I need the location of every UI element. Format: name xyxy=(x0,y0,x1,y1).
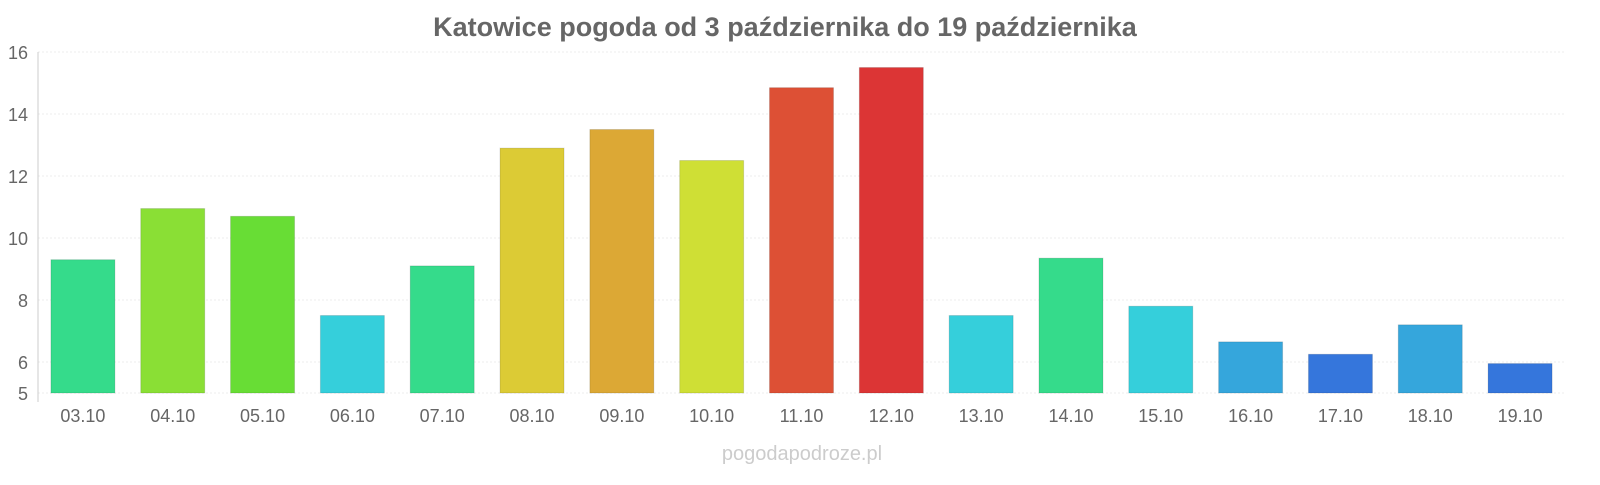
x-tick-label: 15.10 xyxy=(1138,406,1183,426)
y-tick-label: 14 xyxy=(8,105,28,125)
x-tick-label: 19.10 xyxy=(1498,406,1543,426)
x-tick-label: 14.10 xyxy=(1048,406,1093,426)
footer-watermark: pogodapodroze.pl xyxy=(722,443,882,465)
x-tick-label: 06.10 xyxy=(330,406,375,426)
x-tick-label: 11.10 xyxy=(780,406,824,426)
bar-19.10[interactable] xyxy=(1487,363,1553,394)
bar-14.10[interactable] xyxy=(1038,257,1104,394)
bar-18.10[interactable] xyxy=(1397,324,1463,394)
y-tick-label: 12 xyxy=(8,167,28,187)
bar-04.10[interactable] xyxy=(140,208,206,394)
x-tick-label: 10.10 xyxy=(689,406,734,426)
bar-03.10[interactable] xyxy=(50,259,116,394)
bar-17.10[interactable] xyxy=(1307,353,1373,394)
bar-11.10[interactable] xyxy=(769,87,834,394)
bar-13.10[interactable] xyxy=(948,315,1014,394)
y-tick-label: 10 xyxy=(8,229,28,249)
y-tick-label: 5 xyxy=(18,384,28,404)
x-tick-label: 12.10 xyxy=(869,406,914,426)
x-tick-label: 05.10 xyxy=(240,406,285,426)
bar-16.10[interactable] xyxy=(1218,341,1284,394)
bar-08.10[interactable] xyxy=(499,147,565,394)
bar-10.10[interactable] xyxy=(679,160,745,394)
bar-05.10[interactable] xyxy=(230,215,296,394)
x-tick-label: 13.10 xyxy=(959,406,1004,426)
bar-15.10[interactable] xyxy=(1128,305,1194,394)
y-tick-label: 6 xyxy=(18,353,28,373)
x-tick-label: 03.10 xyxy=(60,406,105,426)
x-tick-label: 07.10 xyxy=(420,406,465,426)
bar-06.10[interactable] xyxy=(319,315,385,394)
x-tick-label: 16.10 xyxy=(1228,406,1273,426)
x-tick-label: 04.10 xyxy=(150,406,195,426)
x-tick-label: 17.10 xyxy=(1318,406,1363,426)
bar-09.10[interactable] xyxy=(589,129,655,394)
chart-title: Katowice pogoda od 3 października do 19 … xyxy=(433,12,1138,42)
x-tick-label: 08.10 xyxy=(510,406,555,426)
x-tick-label: 09.10 xyxy=(599,406,644,426)
y-tick-label: 8 xyxy=(18,291,28,311)
bar-07.10[interactable] xyxy=(409,265,475,394)
x-tick-label: 18.10 xyxy=(1408,406,1453,426)
y-tick-label: 16 xyxy=(8,43,28,63)
bar-12.10[interactable] xyxy=(858,67,924,394)
